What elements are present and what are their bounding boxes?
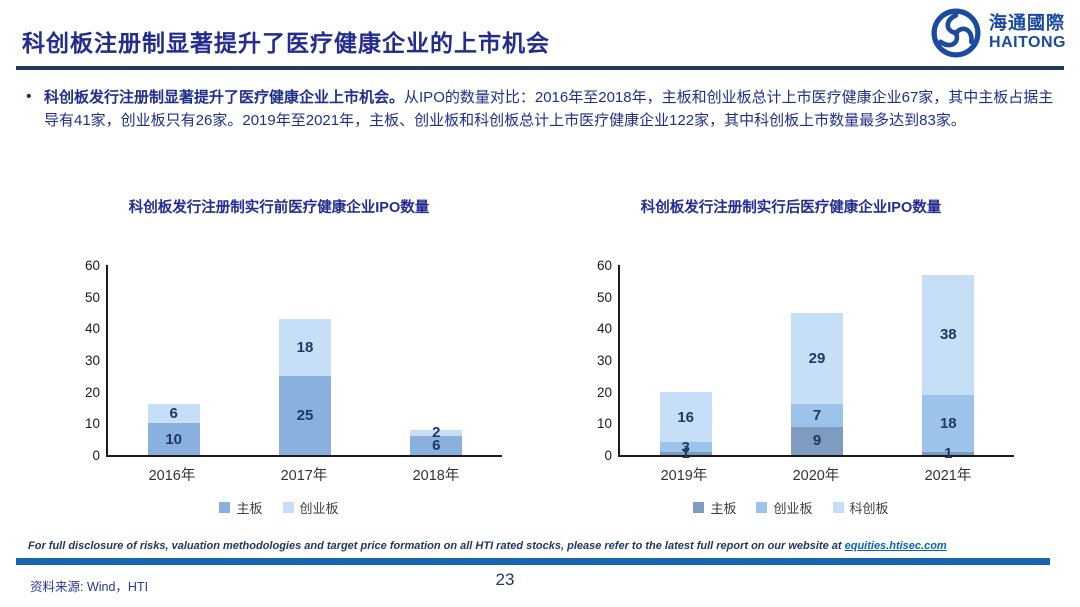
x-axis-label: 2020年 xyxy=(792,468,840,484)
logo-en-text: HAITONG xyxy=(989,34,1066,52)
plot-area: 0 10 20 30 40 50 60 16 3 1 29 7 9 38 18 1 xyxy=(597,258,1014,463)
data-source-text: 资料来源: Wind，HTI xyxy=(30,580,149,594)
legend-item-主板: 主板 xyxy=(219,498,263,517)
data-label: 29 xyxy=(808,349,826,367)
y-axis-tick-label: 0 xyxy=(604,448,612,463)
chart-title: 科创板发行注册制实行后医疗健康企业IPO数量 xyxy=(640,200,942,216)
logo-cn-text: 海通國際 xyxy=(989,13,1066,34)
summary-bullet: • 科创板发行注册制显著提升了医疗健康企业上市机会。从IPO的数量对比：2016年… xyxy=(24,86,1054,133)
data-label: 6 xyxy=(169,405,178,423)
legend-swatch-icon xyxy=(756,502,768,513)
x-axis-label: 2019年 xyxy=(660,468,708,484)
bar-segment-创业板: 18 xyxy=(278,318,331,376)
legend-swatch-icon xyxy=(282,502,294,513)
bar-segment-主板: 1 xyxy=(659,446,712,461)
legend: 主板 创业板 xyxy=(56,498,502,517)
page-number: 23 xyxy=(495,570,515,589)
y-axis-tick-label: 20 xyxy=(84,384,100,400)
plot-area: 0 10 20 30 40 50 60 6 10 18 25 2 6 xyxy=(85,258,502,463)
footer-divider xyxy=(16,558,1050,565)
y-axis-tick-label: 0 xyxy=(92,448,100,463)
x-axis-labels: 2019年 2020年 2021年 xyxy=(618,464,1014,485)
title-divider xyxy=(16,66,1064,70)
data-label: 18 xyxy=(939,414,957,432)
disclaimer-text: For full disclosure of risks, valuation … xyxy=(28,540,1060,552)
y-axis-tick-label: 30 xyxy=(596,353,612,368)
y-axis-tick-label: 20 xyxy=(596,384,612,400)
logo-text: 海通國際 HAITONG xyxy=(989,13,1066,52)
y-axis-tick-label: 10 xyxy=(84,416,100,432)
legend-swatch-icon xyxy=(832,502,844,513)
disclaimer-prefix: For full disclosure of risks, valuation … xyxy=(28,540,845,552)
legend-label: 创业板 xyxy=(299,501,339,516)
x-axis-label: 2017年 xyxy=(280,468,328,484)
x-axis-label: 2018年 xyxy=(412,468,460,484)
bar-segment-创业板: 2 xyxy=(410,425,463,440)
data-label: 10 xyxy=(165,430,182,448)
legend-item-主板: 主板 xyxy=(693,498,736,517)
data-label: 18 xyxy=(296,338,314,356)
bar-segment-创业板: 3 xyxy=(659,438,712,456)
bar-2017年: 18 25 xyxy=(239,265,370,455)
bar-segment-科创板: 29 xyxy=(790,312,843,405)
bar-segment-主板: 10 xyxy=(147,423,200,455)
bullet-body-text: 从IPO的数量对比：2016年至2018年，主板和创业板总计上市医疗健康企业67… xyxy=(44,89,1054,130)
data-label: 25 xyxy=(296,406,314,424)
bar-2021年: 38 18 1 xyxy=(883,265,1014,461)
bar-2016年: 6 10 xyxy=(108,265,239,455)
data-label: 6 xyxy=(432,437,441,454)
legend-label: 主板 xyxy=(236,501,263,516)
bar-2019年: 16 3 1 xyxy=(620,265,751,461)
page-title: 科创板注册制显著提升了医疗健康企业的上市机会 xyxy=(22,30,550,56)
bar-segment-创业板: 7 xyxy=(790,404,843,427)
legend-item-创业板: 创业板 xyxy=(282,498,339,517)
chart-title: 科创板发行注册制实行前医疗健康企业IPO数量 xyxy=(128,200,430,216)
disclaimer-link[interactable]: equities.htisec.com xyxy=(844,540,947,552)
y-axis-tick-label: 10 xyxy=(596,416,612,432)
y-axis-tick-label: 50 xyxy=(84,289,100,305)
data-label: 1 xyxy=(681,444,690,462)
legend: 主板 创业板 科创板 xyxy=(568,498,1014,517)
bar-segment-主板: 1 xyxy=(922,446,975,461)
data-label: 1 xyxy=(944,444,953,462)
bar-segment-科创板: 16 xyxy=(659,391,712,443)
bar-2020年: 29 7 9 xyxy=(751,265,882,455)
data-label: 7 xyxy=(812,406,822,424)
haitong-logo: 海通國際 HAITONG xyxy=(931,8,1066,58)
bullet-lead-text: 科创板发行注册制显著提升了医疗健康企业上市机会。 xyxy=(44,89,405,106)
data-label: 38 xyxy=(939,326,957,344)
y-axis-tick-label: 40 xyxy=(596,321,612,337)
legend-label: 创业板 xyxy=(773,501,813,516)
data-label: 9 xyxy=(812,432,822,450)
legend-label: 主板 xyxy=(710,501,737,516)
legend-item-创业板: 创业板 xyxy=(756,498,813,517)
y-axis-tick-label: 60 xyxy=(596,258,612,273)
bar-segment-创业板: 18 xyxy=(922,394,975,452)
legend-label: 科创板 xyxy=(849,501,889,516)
data-label: 2 xyxy=(432,424,441,442)
chart-after-registration: 科创板发行注册制实行后医疗健康企业IPO数量 0 10 20 30 40 50 60 16 3 1… xyxy=(568,196,1014,517)
haitong-logo-icon xyxy=(931,8,981,58)
bar-segment-主板: 6 xyxy=(410,436,463,455)
y-axis-tick-label: 50 xyxy=(596,289,612,305)
y-axis-tick-label: 40 xyxy=(84,321,100,337)
chart-before-registration: 科创板发行注册制实行前医疗健康企业IPO数量 0 10 20 30 40 50 60 6 10 1… xyxy=(56,196,502,517)
legend-swatch-icon xyxy=(693,502,705,513)
y-axis-tick-label: 60 xyxy=(84,258,100,273)
x-axis-label: 2021年 xyxy=(924,468,972,484)
bar-segment-创业板: 6 xyxy=(147,404,200,424)
data-label: 3 xyxy=(681,438,690,456)
x-axis-labels: 2016年 2017年 2018年 xyxy=(106,464,502,485)
bar-segment-科创板: 38 xyxy=(922,274,975,395)
bar-segment-主板: 9 xyxy=(790,426,843,455)
bar-segment-主板: 25 xyxy=(278,375,331,455)
data-label: 16 xyxy=(677,408,694,426)
legend-swatch-icon xyxy=(219,502,231,513)
x-axis-label: 2016年 xyxy=(148,468,196,484)
y-axis-tick-label: 30 xyxy=(84,353,100,368)
bullet-marker: • xyxy=(26,88,32,105)
legend-item-科创板: 科创板 xyxy=(832,498,889,517)
